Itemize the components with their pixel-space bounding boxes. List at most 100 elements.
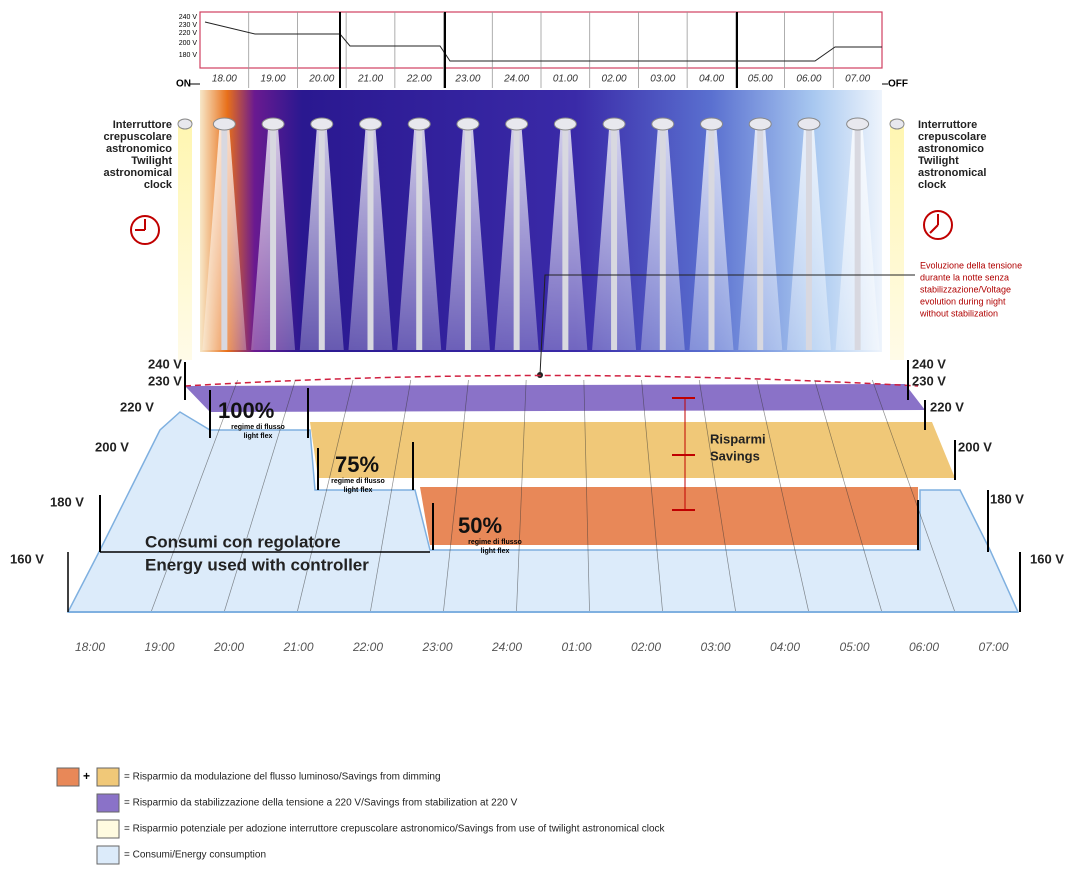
- legend-swatch: [96, 767, 120, 787]
- hour-label: 05.00: [748, 74, 773, 85]
- voltage-label: 160 V: [10, 551, 44, 566]
- voltage-label: 200 V: [95, 439, 129, 454]
- level-percent: 50%: [458, 513, 502, 538]
- lamp-pole: [757, 128, 764, 350]
- lamp-head: [700, 117, 723, 131]
- lamp-head: [505, 117, 529, 131]
- consumption-label: Consumi con regolatore: [145, 532, 341, 551]
- y-tick-label: 230 V: [179, 22, 198, 29]
- twilight-band: [890, 120, 904, 360]
- lamp-pole: [805, 128, 812, 350]
- floor-line: [698, 379, 737, 613]
- lamp-head: [212, 117, 236, 131]
- on-label: ON: [176, 79, 191, 90]
- hour-label: 24.00: [503, 74, 529, 85]
- legend-text: = Consumi/Energy consumption: [124, 850, 266, 861]
- lamp-pole: [221, 128, 228, 350]
- clock-text: InterruttorecrepuscolareastronomicoTwili…: [918, 119, 986, 191]
- hour-label: 19:00: [144, 640, 174, 654]
- hour-label: 21:00: [282, 640, 313, 654]
- legend-swatch: [56, 767, 80, 787]
- twilight-band: [178, 120, 192, 360]
- voltage-label: 200 V: [958, 439, 992, 454]
- hour-label: 22:00: [352, 640, 383, 654]
- annotation-line: Evoluzione della tensione: [920, 260, 1022, 270]
- lamp-head: [602, 117, 626, 131]
- hour-label: 06.00: [796, 74, 821, 85]
- lamp-head: [846, 117, 870, 131]
- level-percent: 100%: [218, 398, 274, 423]
- annotation-line: durante la notte senza: [920, 272, 1009, 282]
- voltage-label: 230 V: [148, 373, 182, 388]
- hour-label: 24:00: [491, 640, 522, 654]
- hour-label: 02:00: [631, 640, 661, 654]
- lamp-head: [748, 117, 772, 131]
- floor-line: [296, 379, 354, 613]
- legend-plus: +: [83, 769, 90, 783]
- lamp-pole: [270, 128, 277, 350]
- hour-label: 21.00: [357, 74, 383, 85]
- lamp-pole: [318, 128, 325, 350]
- lamp-head: [310, 117, 334, 131]
- hour-label: 07:00: [978, 640, 1008, 654]
- annotation-line: without stabilization: [919, 308, 998, 318]
- annotation-line: stabilizzazione/Voltage: [920, 284, 1011, 294]
- voltage-label: 220 V: [930, 399, 964, 414]
- lamp-head: [797, 117, 821, 131]
- y-tick-label: 180 V: [179, 52, 198, 59]
- lamp-pole: [854, 128, 861, 350]
- lamp-head: [407, 117, 431, 131]
- legend-swatch: [96, 793, 120, 813]
- clock-text: InterruttorecrepuscolareastronomicoTwili…: [104, 119, 173, 191]
- voltage-label: 180 V: [50, 494, 84, 509]
- lamp-head: [261, 117, 285, 131]
- clock-icon: [130, 215, 160, 245]
- floor-line: [150, 379, 239, 613]
- lamp-pole: [611, 128, 618, 350]
- level-markers: [67, 360, 1021, 612]
- hour-label: 03.00: [650, 74, 675, 85]
- hour-label: 06:00: [909, 640, 939, 654]
- dimming-savings: [310, 422, 955, 478]
- level-caption: regime di flusso: [331, 478, 385, 485]
- hour-label: 04.00: [699, 74, 724, 85]
- off-label: OFF: [888, 79, 908, 90]
- lamp-head: [553, 117, 577, 131]
- pointer: [539, 274, 915, 376]
- hour-label: 18.00: [212, 74, 237, 85]
- hour-label: 01.00: [553, 74, 578, 85]
- savings-label: Savings: [710, 448, 760, 463]
- lamp-pole: [708, 128, 715, 350]
- floor-line: [583, 379, 590, 613]
- clock-line: clock: [918, 179, 947, 191]
- voltage-label: 160 V: [1030, 551, 1064, 566]
- y-tick-label: 220 V: [179, 30, 198, 37]
- main-labels: 18:00 19:00 20:00 21:00 22:00 23:00 24:00 01:00…: [10, 356, 1064, 654]
- floor-line: [443, 379, 469, 613]
- lamp-pole: [416, 128, 423, 350]
- clock-line: astronomico: [918, 143, 984, 155]
- legend-text: = Risparmio potenziale per adozione inte…: [124, 824, 666, 835]
- consumption-label: Energy used with controller: [145, 555, 369, 574]
- lamp-head: [456, 117, 480, 131]
- legend-swatch: [96, 845, 120, 865]
- voltage-label: 240 V: [912, 356, 946, 371]
- savings-label: Risparmi: [710, 431, 766, 446]
- clock-icon: [923, 210, 953, 240]
- floor-line: [756, 379, 810, 613]
- hour-label: 03:00: [700, 640, 730, 654]
- clock-line: Twilight: [918, 155, 959, 167]
- dimming-savings: [420, 487, 918, 545]
- hour-label: 22.00: [406, 74, 432, 85]
- floor-grid: [150, 379, 956, 613]
- hour-label: 05:00: [839, 640, 869, 654]
- annotation-line: evolution during night: [920, 296, 1006, 306]
- floor-line: [516, 379, 527, 613]
- annotation: Evoluzione della tensione durante la nott…: [919, 260, 1022, 318]
- clock-line: astronomical: [104, 167, 172, 179]
- hour-label: 18:00: [75, 640, 105, 654]
- hour-label: 20.00: [308, 74, 334, 85]
- lamp-pole: [513, 128, 520, 350]
- voltage-label: 240 V: [148, 356, 182, 371]
